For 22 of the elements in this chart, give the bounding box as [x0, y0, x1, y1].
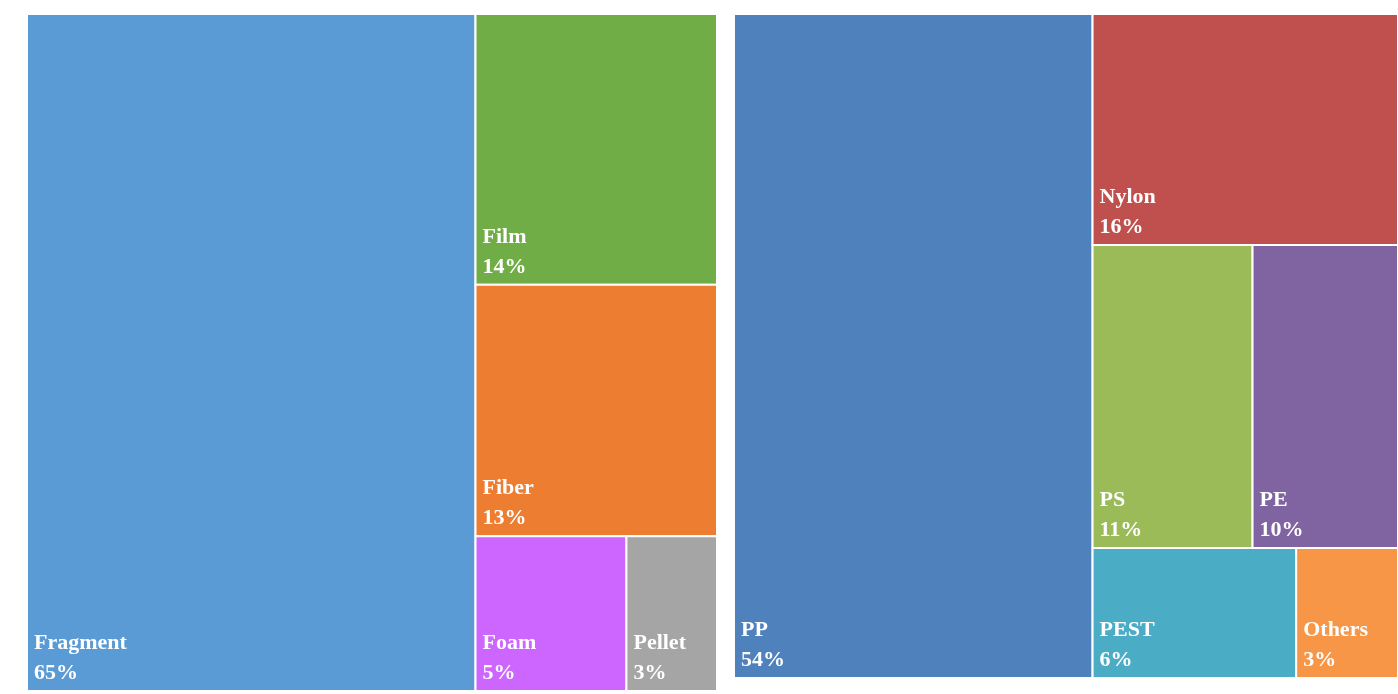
category-label: Nylon	[1099, 182, 1156, 208]
category-label: Others	[1303, 616, 1369, 641]
data-label: 14%	[482, 252, 527, 278]
category-label: PS	[1099, 486, 1126, 512]
data-label: 11%	[1099, 516, 1143, 542]
category-label: PEST	[1099, 616, 1155, 641]
category-label: Foam	[482, 629, 537, 654]
data-label: 3%	[633, 659, 667, 684]
data-label: 54%	[741, 646, 785, 671]
category-label: Fiber	[482, 474, 535, 500]
data-label: 5%	[482, 659, 516, 684]
category-label: Film	[482, 222, 527, 248]
data-label: 16%	[1099, 212, 1144, 238]
category-label: Pellet	[633, 629, 687, 654]
data-label: 10%	[1259, 516, 1304, 542]
data-label: 3%	[1303, 646, 1337, 671]
data-label: 6%	[1099, 646, 1133, 671]
category-label: PP	[741, 616, 768, 641]
data-label: 13%	[482, 504, 527, 530]
data-label: 65%	[34, 659, 78, 684]
category-label: PE	[1259, 486, 1288, 512]
category-label: Fragment	[34, 629, 128, 654]
